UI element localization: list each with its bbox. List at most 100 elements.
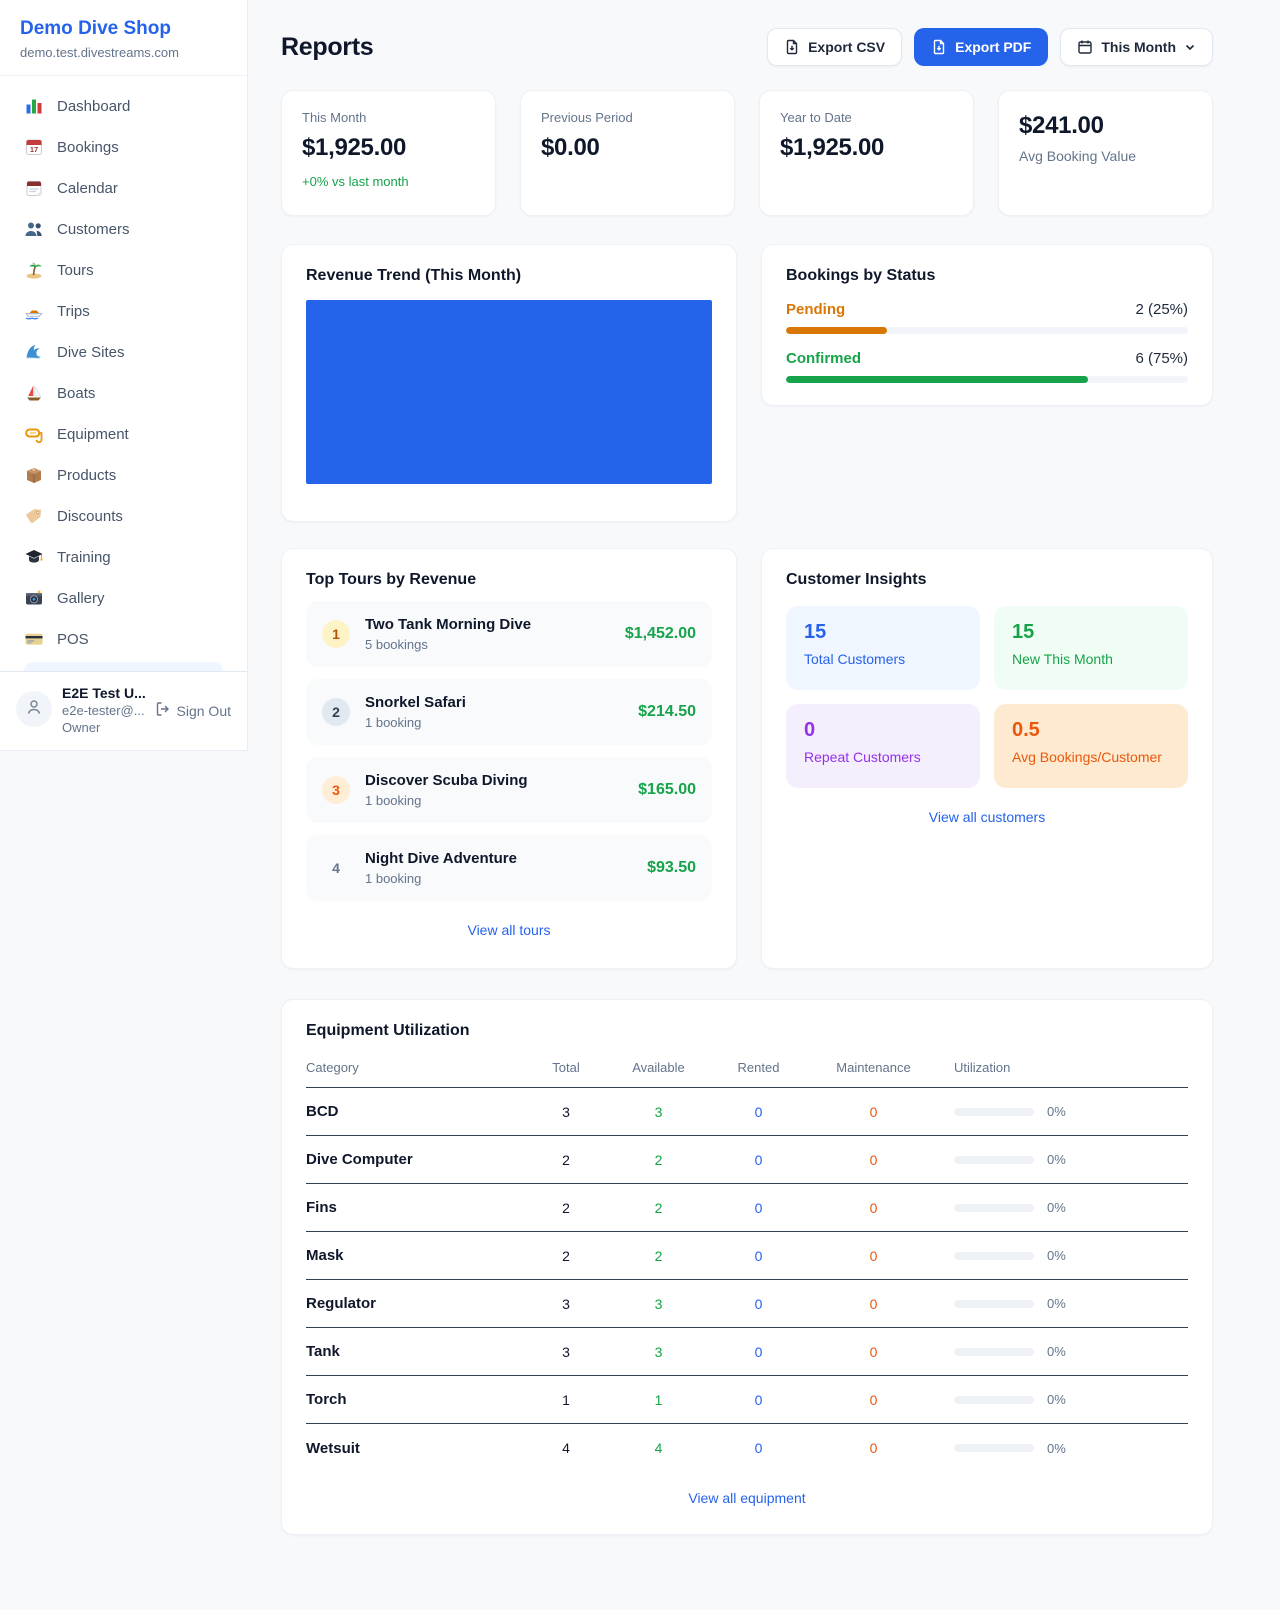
equipment-category: BCD — [306, 1103, 339, 1120]
sidebar-item-dive-sites[interactable]: Dive Sites — [12, 334, 235, 370]
calendar-icon — [1077, 39, 1093, 55]
sidebar-item-label: Trips — [57, 302, 90, 320]
utilization-percent: 0% — [1047, 1344, 1066, 1359]
tile-avg-bookings: 0.5 Avg Bookings/Customer — [994, 704, 1188, 788]
view-all-equipment-link[interactable]: View all equipment — [688, 1490, 806, 1506]
export-pdf-button[interactable]: Export PDF — [914, 28, 1049, 66]
progress-track — [786, 327, 1188, 334]
sidebar-item-dashboard[interactable]: Dashboard — [12, 88, 235, 124]
tour-amount: $214.50 — [638, 703, 696, 720]
tour-bookings: 1 booking — [365, 793, 422, 808]
equipment-rented: 0 — [754, 1343, 763, 1360]
utilization-cell: 0% — [936, 1200, 1188, 1215]
col-total: Total — [552, 1060, 580, 1075]
camera-icon — [24, 588, 44, 608]
col-rented: Rented — [737, 1060, 780, 1075]
status-row-confirmed: Confirmed 6 (75%) — [786, 350, 1188, 383]
view-all-tours-link[interactable]: View all tours — [467, 922, 551, 938]
avatar — [16, 691, 52, 727]
sidebar-item-boats[interactable]: Boats — [12, 375, 235, 411]
sidebar-item-active-partial[interactable] — [24, 662, 223, 671]
person-icon — [24, 697, 44, 722]
equipment-total: 3 — [562, 1103, 570, 1120]
sidebar-item-products[interactable]: Products — [12, 457, 235, 493]
utilization-percent: 0% — [1047, 1152, 1066, 1167]
export-csv-button[interactable]: Export CSV — [767, 28, 903, 66]
utilization-cell: 0% — [936, 1296, 1188, 1311]
bookings-by-status-title: Bookings by Status — [786, 267, 936, 284]
equipment-category: Torch — [306, 1391, 347, 1408]
col-category: Category — [306, 1060, 359, 1075]
stat-delta: +0% vs last month — [302, 174, 409, 189]
sidebar-item-tours[interactable]: Tours — [12, 252, 235, 288]
tile-total-customers: 15 Total Customers — [786, 606, 980, 690]
equipment-utilization-card: Equipment Utilization Category Total Ava… — [281, 999, 1213, 1535]
sidebar-item-label: Tours — [57, 261, 94, 279]
equipment-available: 1 — [654, 1391, 663, 1408]
stat-label: Previous Period — [541, 110, 633, 125]
speedboat-icon — [24, 301, 44, 321]
tile-label: Avg Bookings/Customer — [1012, 749, 1162, 765]
tour-bookings: 1 booking — [365, 715, 422, 730]
equipment-available: 3 — [654, 1343, 663, 1360]
equipment-total: 2 — [562, 1247, 570, 1264]
page-title: Reports — [281, 32, 374, 61]
sidebar-item-label: Dashboard — [57, 97, 131, 115]
sidebar-item-discounts[interactable]: Discounts — [12, 498, 235, 534]
equipment-category: Wetsuit — [306, 1439, 360, 1457]
stat-label: This Month — [302, 110, 367, 125]
sidebar-item-label: Discounts — [57, 507, 123, 525]
sidebar-nav: Dashboard 17 Bookings Calendar Customers… — [0, 76, 247, 671]
equipment-maintenance: 0 — [869, 1103, 878, 1120]
sidebar-item-training[interactable]: Training — [12, 539, 235, 575]
sidebar-item-label: Products — [57, 466, 117, 484]
equipment-rented: 0 — [754, 1295, 763, 1312]
sidebar-item-bookings[interactable]: 17 Bookings — [12, 129, 235, 165]
equipment-maintenance: 0 — [869, 1151, 878, 1168]
stat-value: $1,925.00 — [302, 134, 407, 161]
user-panel: E2E Test U... e2e-tester@... Owner Sign … — [0, 671, 247, 750]
utilization-track — [954, 1395, 1034, 1404]
tour-amount: $93.50 — [647, 859, 696, 876]
sidebar-item-trips[interactable]: Trips — [12, 293, 235, 329]
sidebar-item-calendar[interactable]: Calendar — [12, 170, 235, 206]
table-row: Dive Computer 2 2 0 0 0% — [306, 1136, 1188, 1184]
rank-badge: 1 — [322, 620, 350, 648]
export-pdf-label: Export PDF — [955, 39, 1032, 55]
sidebar-item-gallery[interactable]: Gallery — [12, 580, 235, 616]
tour-bookings: 5 bookings — [365, 637, 428, 652]
period-dropdown[interactable]: This Month — [1060, 28, 1213, 66]
header-actions: Export CSV Export PDF This Month — [767, 28, 1213, 66]
user-info: E2E Test U... e2e-tester@... Owner — [62, 685, 146, 735]
stat-value: $0.00 — [541, 134, 600, 161]
equipment-maintenance: 0 — [869, 1391, 878, 1408]
user-email: e2e-tester@... — [62, 703, 145, 718]
utilization-track — [954, 1444, 1034, 1452]
utilization-track — [954, 1299, 1034, 1308]
tile-value: 0.5 — [1012, 719, 1040, 741]
utilization-percent: 0% — [1047, 1296, 1066, 1311]
view-all-customers-link[interactable]: View all customers — [928, 809, 1046, 825]
sign-out-button[interactable]: Sign Out — [155, 701, 231, 720]
tour-bookings: 1 booking — [365, 871, 422, 886]
sidebar-item-equipment[interactable]: Equipment — [12, 416, 235, 452]
sidebar-item-label: Bookings — [57, 138, 119, 156]
sidebar-item-customers[interactable]: Customers — [12, 211, 235, 247]
tile-label: Repeat Customers — [804, 749, 921, 765]
tile-repeat-customers: 0 Repeat Customers — [786, 704, 980, 788]
sidebar-item-label: Dive Sites — [57, 343, 125, 361]
insights-row: Top Tours by Revenue 1 Two Tank Morning … — [281, 548, 1213, 969]
table-row: BCD 3 3 0 0 0% — [306, 1088, 1188, 1136]
stats-row: This Month $1,925.00 +0% vs last month P… — [281, 90, 1213, 216]
equipment-rented: 0 — [754, 1151, 763, 1168]
equipment-category: Regulator — [306, 1295, 377, 1312]
logout-icon — [155, 701, 171, 720]
status-value: 2 (25%) — [1135, 301, 1188, 318]
sidebar-item-pos[interactable]: POS — [12, 621, 235, 657]
tour-name: Snorkel Safari — [365, 694, 466, 711]
tag-icon — [24, 506, 44, 526]
stat-card-avg-booking-value: $241.00 Avg Booking Value — [998, 90, 1213, 216]
stat-label: Avg Booking Value — [1019, 148, 1137, 164]
tour-row: 2 Snorkel Safari 1 booking $214.50 — [306, 679, 712, 745]
utilization-track — [954, 1203, 1034, 1212]
